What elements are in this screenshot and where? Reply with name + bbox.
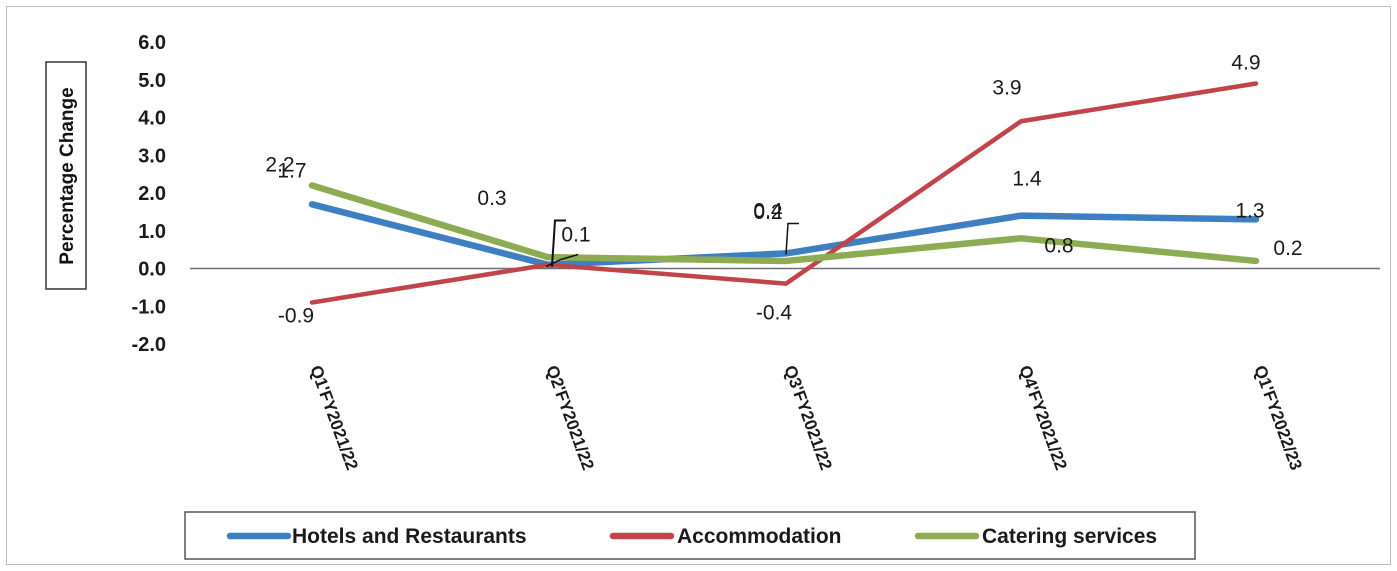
data-label: -0.4 (756, 302, 793, 325)
series-line-2 (308, 182, 1260, 265)
y-tick-labels: 6.0 5.0 4.0 3.0 2.0 1.0 0.0 -1.0 -2.0 (132, 32, 166, 356)
chart-frame (6, 6, 1391, 565)
data-label: 0.2 (1273, 237, 1302, 260)
data-label: 0.8 (1044, 234, 1073, 257)
legend: Hotels and Restaurants Accommodation Cater… (184, 511, 1196, 560)
data-label: -0.9 (278, 304, 314, 327)
series-lines (308, 81, 1260, 305)
y-tick-label: 6.0 (138, 32, 166, 54)
y-tick-label: 4.0 (138, 108, 166, 130)
data-label: 2.2 (265, 153, 294, 176)
data-label: 1.7 (277, 159, 306, 182)
label-leader-lines (545, 219, 799, 268)
data-label: 0.4 (753, 199, 783, 222)
y-tick-label: 1.0 (138, 221, 166, 243)
y-tick-label: 2.0 (138, 183, 166, 205)
data-label: 0.3 (477, 187, 506, 210)
legend-label: Accommodation (677, 525, 842, 548)
series-line-0 (308, 201, 1260, 268)
data-label: 0.1 (561, 224, 590, 247)
data-label: 0.2 (753, 201, 782, 224)
data-label: 1.4 (1012, 168, 1042, 191)
data-labels: 1.7 0.1 0.4 1.4 1.3 -0.9 -0.4 3.9 4.9 2.2 0.3 0.2 0.… (265, 52, 1302, 328)
x-tick-label: Q2'FY2021/22 (542, 363, 597, 473)
legend-label: Catering services (982, 525, 1157, 548)
leader-line (785, 222, 799, 255)
y-tick-label: 3.0 (138, 145, 166, 167)
y-tick-label: 0.0 (138, 259, 166, 281)
y-axis-title-box: Percentage Change (45, 61, 87, 290)
leader-line (551, 219, 566, 267)
data-label: 4.9 (1231, 52, 1260, 75)
y-tick-label: 5.0 (138, 70, 166, 92)
x-tick-label: Q4'FY2021/22 (1015, 363, 1070, 473)
y-tick-label: -2.0 (132, 334, 166, 356)
legend-label: Hotels and Restaurants (292, 525, 527, 548)
y-axis-label: Percentage Change (57, 87, 78, 264)
x-tick-label: Q1'FY2022/23 (1250, 363, 1305, 473)
x-tick-labels: Q1'FY2021/22 Q2'FY2021/22 Q3'FY2021/22 Q4'F… (306, 363, 1305, 473)
x-tick-label: Q1'FY2021/22 (306, 363, 361, 473)
data-label: 1.3 (1235, 199, 1264, 222)
leader-line (545, 253, 579, 268)
y-tick-label: -1.0 (132, 296, 166, 318)
x-tick-label: Q3'FY2021/22 (780, 363, 835, 473)
data-label: 3.9 (992, 76, 1021, 99)
series-line-1 (309, 81, 1259, 305)
